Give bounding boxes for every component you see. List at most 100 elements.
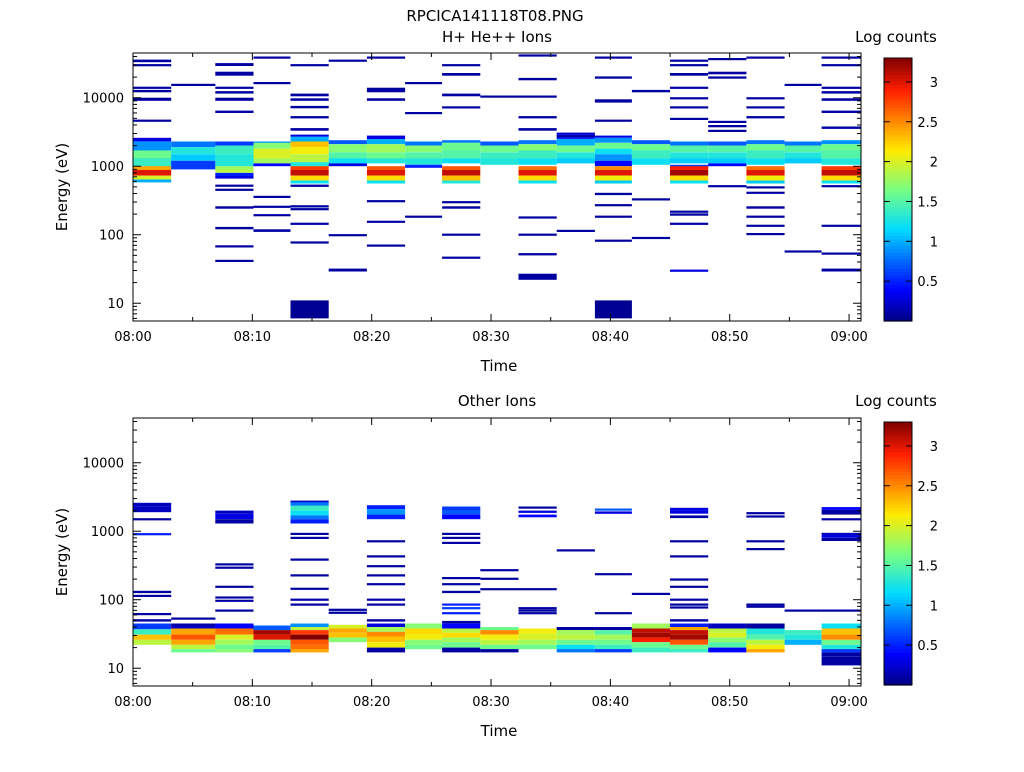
colorbar-segment <box>884 556 912 561</box>
heatmap-cell <box>518 273 557 280</box>
colorbar-segment <box>884 635 912 640</box>
heatmap-cell <box>133 158 172 167</box>
colorbar-segment <box>884 274 912 279</box>
heatmap-cell <box>133 594 172 597</box>
heatmap-cell <box>631 89 671 93</box>
heatmap-cell <box>290 128 329 131</box>
colorbar-segment <box>884 169 912 174</box>
heatmap-cell <box>784 152 822 159</box>
colorbar-segment <box>884 573 912 578</box>
heatmap-cell <box>518 170 557 176</box>
x-tick-label: 09:00 <box>830 330 867 345</box>
heatmap-cell <box>746 628 785 635</box>
heatmap-cell <box>405 141 443 146</box>
heatmap-cell <box>366 509 406 515</box>
heatmap-cell <box>366 175 406 181</box>
heatmap-cells <box>133 500 861 666</box>
colorbar-segment <box>884 569 912 574</box>
heatmap-cell <box>594 644 632 650</box>
heatmap-cell <box>290 519 329 524</box>
colorbar-segment <box>884 428 912 433</box>
heatmap-cell <box>594 204 632 207</box>
x-tick-label: 09:00 <box>830 695 867 710</box>
heatmap-cell <box>290 558 329 561</box>
heatmap-cell <box>670 97 709 100</box>
heatmap-cell <box>215 172 254 176</box>
heatmap-cell <box>133 64 172 67</box>
colorbar-segment <box>884 458 912 463</box>
heatmap-cell <box>631 140 671 145</box>
colorbar-segment <box>884 602 912 607</box>
heatmap-cell <box>670 598 709 601</box>
y-tick-label: 10 <box>107 662 124 677</box>
heatmap-cell <box>518 180 557 184</box>
heatmap-cell <box>821 166 861 170</box>
heatmap-cell <box>746 639 785 645</box>
colorbar: 0.5 1 1.5 2 2.5 3 Log counts <box>855 28 938 322</box>
colorbar-segment <box>884 471 912 476</box>
heatmap-cell <box>670 630 709 635</box>
heatmap-cell <box>290 175 329 181</box>
heatmap-cell <box>708 141 747 146</box>
heatmap-cell <box>594 649 632 653</box>
x-axis-label: Time <box>480 357 518 375</box>
heatmap-cell <box>708 623 747 629</box>
heatmap-cell <box>405 628 443 635</box>
heatmap-cell <box>442 536 481 539</box>
colorbar-segment <box>884 202 912 207</box>
heatmap-cell <box>708 185 747 188</box>
heatmap-cell <box>442 637 481 643</box>
colorbar-segment <box>884 64 912 69</box>
heatmap-cell <box>784 634 822 640</box>
colorbar-tick-label: 2 <box>930 520 938 535</box>
heatmap-cell <box>480 588 519 591</box>
heatmap-cell <box>133 166 172 170</box>
colorbar-segment <box>884 120 912 125</box>
heatmap-cell <box>405 112 443 115</box>
heatmap-cell <box>253 141 291 144</box>
heatmap-cell <box>215 145 254 155</box>
heatmap-cell <box>670 175 709 181</box>
heatmap-cell <box>746 116 785 119</box>
heatmap-cell <box>253 158 291 164</box>
colorbar-segment <box>884 566 912 571</box>
colorbar-segment <box>884 242 912 246</box>
heatmap-cell <box>784 83 822 86</box>
colorbar-segment <box>884 232 912 237</box>
heatmap-cell <box>556 649 595 653</box>
heatmap-cell <box>442 93 481 97</box>
colorbar-segment <box>884 675 912 680</box>
heatmap-cell <box>670 210 709 213</box>
panel-1: H+ He++ Ions 08:00 08:10 08:20 08:30 08:40 08:… <box>53 28 938 375</box>
heatmap-cell <box>442 233 481 236</box>
colorbar-segment <box>884 176 912 181</box>
heatmap-cell <box>442 541 481 544</box>
heatmap-cell <box>518 158 557 165</box>
heatmap-cell <box>708 628 747 633</box>
colorbar-segment <box>884 189 912 194</box>
colorbar-segment <box>884 304 912 309</box>
heatmap-cell <box>670 644 709 650</box>
colorbar-segment <box>884 248 912 253</box>
y-tick-label: 10 <box>107 297 124 312</box>
heatmap-cell <box>746 158 785 165</box>
heatmap-cell <box>328 608 367 611</box>
heatmap-cell <box>746 186 785 189</box>
colorbar-segment <box>884 268 912 273</box>
heatmap-cell <box>746 106 785 109</box>
heatmap-cell <box>746 634 785 640</box>
heatmap-cell <box>290 162 329 167</box>
heatmap-cell <box>670 222 709 225</box>
colorbar-segment <box>884 550 912 555</box>
colorbar-segment <box>884 461 912 466</box>
colorbar-segment <box>884 448 912 453</box>
colorbar-segment <box>884 222 912 227</box>
heatmap-cell <box>442 106 481 109</box>
heatmap-cell <box>556 132 595 135</box>
heatmap-cell <box>480 158 519 165</box>
heatmap-cell <box>215 63 254 66</box>
heatmap-cell <box>133 86 172 89</box>
heatmap-cell <box>594 630 632 635</box>
heatmap-cell <box>670 145 709 153</box>
y-tick-label: 1000 <box>91 525 124 540</box>
